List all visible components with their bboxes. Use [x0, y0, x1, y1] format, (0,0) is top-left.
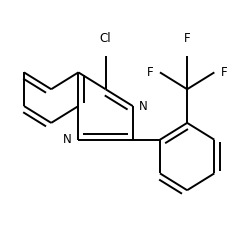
Text: N: N: [139, 99, 148, 113]
Text: Cl: Cl: [100, 32, 112, 45]
Text: F: F: [147, 66, 154, 79]
Text: F: F: [221, 66, 228, 79]
Text: N: N: [63, 133, 72, 146]
Text: F: F: [184, 32, 190, 45]
